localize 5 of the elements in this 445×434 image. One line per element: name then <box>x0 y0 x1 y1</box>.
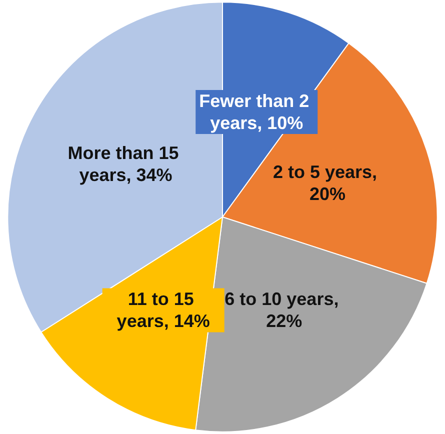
slice-label: Fewer than 2 years, 10% <box>199 90 314 133</box>
slice-label: 11 to 15 years, 14% <box>116 289 210 332</box>
slice-label: 6 to 10 years, 22% <box>224 289 339 332</box>
slice-label: More than 15 years, 34% <box>68 142 184 185</box>
slice-label: 2 to 5 years, 20% <box>272 162 382 204</box>
